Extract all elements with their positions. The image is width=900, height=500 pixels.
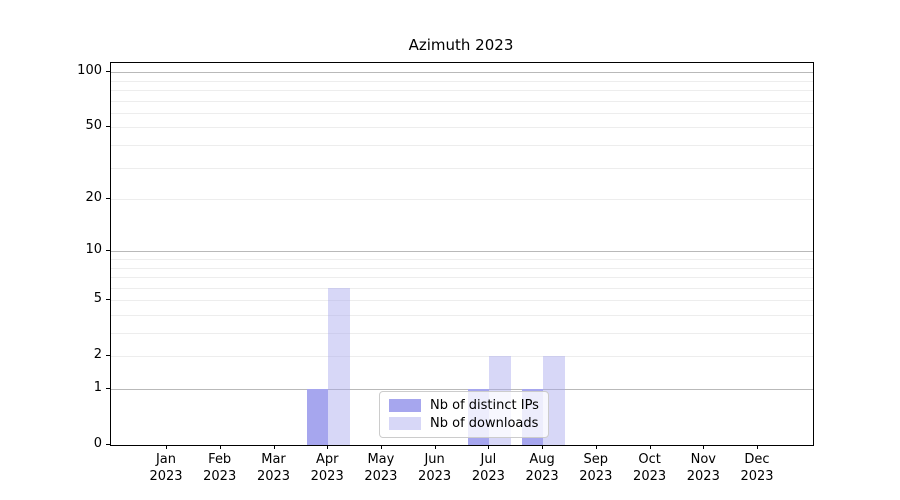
gridline-minor [111,258,813,260]
legend: Nb of distinct IPs Nb of downloads [379,391,549,438]
gridline-minor [111,287,813,289]
plot-area: Nb of distinct IPs Nb of downloads [110,62,814,446]
x-tick-mark [649,445,651,449]
legend-swatch-icon [389,399,421,412]
gridline-major [111,251,813,253]
y-tick-mark [106,299,110,301]
x-tick-label: Jan 2023 [149,452,183,484]
bar-downloads [328,287,350,445]
gridline-minor [111,277,813,278]
x-tick-mark [757,445,758,449]
gridline-minor [111,167,813,169]
y-tick-mark [106,250,110,252]
bar-distinct-ips [306,389,329,445]
y-tick-mark [106,126,110,128]
y-tick-label: 100 [77,63,102,79]
x-tick-label: Oct 2023 [633,452,667,484]
y-tick-label: 50 [85,118,102,134]
x-tick-mark [380,445,382,449]
gridline-minor [111,80,813,82]
x-tick-label: Mar 2023 [256,452,291,484]
gridline-minor [111,127,813,129]
gridline-minor [111,144,813,146]
legend-label: Nb of downloads [430,416,539,431]
gridline-major [111,72,813,74]
legend-swatch-icon [389,417,421,430]
y-tick-label: 2 [93,347,102,363]
y-tick-mark [106,71,110,73]
y-tick-mark [106,444,110,445]
x-tick-label: Jun 2023 [418,452,452,484]
x-tick-label: Feb 2023 [203,452,237,484]
y-tick-label: 1 [93,380,102,395]
x-tick-mark [166,445,167,449]
x-tick-label: Jul 2023 [471,452,505,484]
legend-label: Nb of distinct IPs [430,398,539,413]
x-tick-mark [595,445,597,449]
gridline-minor [111,267,813,269]
gridline-minor [111,199,813,200]
x-tick-mark [219,445,221,449]
gridline-minor [111,89,813,91]
x-tick-label: Dec 2023 [740,452,774,484]
y-tick-mark [106,388,110,389]
x-tick-mark [434,445,436,449]
y-tick-mark [106,198,110,199]
legend-row: Nb of distinct IPs [389,398,539,413]
x-tick-label: Sep 2023 [579,452,613,484]
y-tick-label: 10 [85,242,102,258]
x-tick-mark [488,445,490,449]
gridline-major [111,389,813,390]
x-tick-mark [273,445,275,449]
x-tick-mark [327,445,329,449]
gridline-minor [111,300,813,302]
x-tick-mark [703,445,705,449]
x-tick-label: Apr 2023 [310,452,344,484]
x-tick-label: Aug 2023 [525,452,559,484]
y-tick-label: 5 [93,291,102,307]
y-tick-label: 20 [85,190,102,205]
gridline-minor [111,314,813,316]
legend-row: Nb of downloads [389,416,539,431]
gridline-minor [111,112,813,114]
x-tick-mark [542,445,544,449]
x-tick-label: Nov 2023 [686,452,720,484]
chart-title: Azimuth 2023 [408,36,514,54]
gridline-minor [111,356,813,358]
gridline-minor [111,333,813,334]
y-tick-mark [106,355,110,357]
x-tick-label: May 2023 [364,452,398,484]
y-tick-label: 0 [93,436,102,451]
gridline-minor [111,100,813,102]
